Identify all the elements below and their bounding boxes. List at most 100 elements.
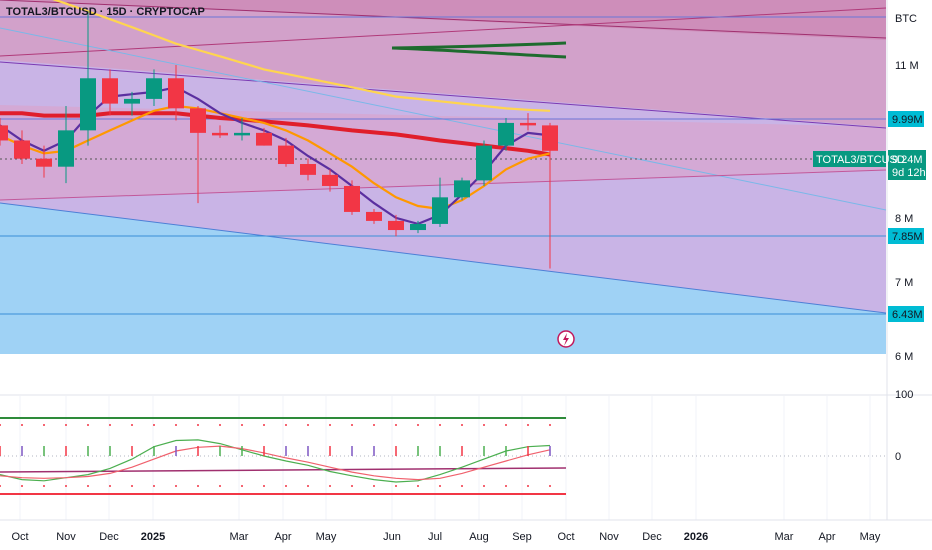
trendline-mid-purple: [0, 61, 887, 129]
candle: [520, 113, 536, 131]
level-tag-9-99m: 9.99M: [892, 114, 923, 126]
time-tick-label: Sep: [512, 531, 532, 543]
indicator-dot: [219, 424, 221, 426]
price-axis[interactable]: BTC 11 M 8 M 7 M 6 M 9.24M 9d 12h TOTAL3/BT…: [813, 0, 932, 550]
symbol-title: TOTAL3/BTCUSD · 15D · CRYPTOCAP: [6, 6, 205, 18]
trendline-top-magenta: [0, 0, 887, 39]
indicator-grid: [19, 396, 871, 520]
candle-body: [234, 132, 250, 136]
indicator-dot: [395, 424, 397, 426]
indicator-mid-line: [0, 467, 567, 473]
candle-body: [0, 125, 8, 141]
price-tick-label: 7 M: [895, 277, 913, 289]
event-marker[interactable]: [557, 330, 575, 348]
time-tick-label: Nov: [56, 531, 76, 543]
trendline-pink-lower: [0, 169, 887, 201]
indicator-pane[interactable]: 100 0: [0, 355, 932, 520]
price-tick-label: 11 M: [895, 60, 919, 72]
indicator-dot: [307, 485, 309, 487]
candle: [322, 169, 338, 192]
indicator-pane-bg: [0, 355, 886, 520]
candle: [542, 122, 558, 269]
level-tag-bg-1: [888, 111, 924, 127]
indicator-dot: [43, 424, 45, 426]
candle: [256, 127, 272, 146]
time-tick-label: May: [860, 531, 881, 543]
time-axis-bg: [0, 520, 932, 550]
indicator-line-green: [0, 439, 551, 483]
time-tick-label: 2026: [684, 531, 708, 543]
indicator-dot: [65, 424, 67, 426]
indicator-dot: [351, 485, 353, 487]
indicator-dot: [0, 485, 1, 487]
current-price-tag: 9.24M: [892, 154, 923, 166]
indicator-dot: [65, 485, 67, 487]
candle-body: [58, 130, 74, 167]
candle-body: [190, 108, 206, 133]
candle: [432, 177, 448, 227]
indicator-dot: [549, 424, 551, 426]
mid-pink-band: [0, 105, 886, 200]
time-tick-label: Jun: [383, 531, 401, 543]
time-axis[interactable]: Oct Nov Dec 2025 Mar Apr May Jun Jul Aug Sep Oct Nov…: [0, 519, 932, 550]
trendline-top-rising: [0, 7, 887, 57]
indicator-dot: [175, 424, 177, 426]
candle: [146, 69, 162, 106]
indicator-line-red: [0, 445, 551, 481]
time-tick-label: Dec: [642, 531, 662, 543]
time-tick-label: Jul: [428, 531, 442, 543]
main-pane[interactable]: [0, 0, 887, 354]
candle: [0, 118, 8, 146]
indicator-dot: [527, 424, 529, 426]
indicator-dot: [417, 424, 419, 426]
lightning-icon: [563, 333, 569, 346]
candle: [454, 177, 470, 201]
currency-label: BTC: [895, 13, 917, 25]
candle: [278, 137, 294, 167]
time-tick-label: 2025: [141, 531, 165, 543]
price-tag-bg: [888, 150, 926, 180]
level-tag-7-85m: 7.85M: [892, 231, 923, 243]
ma-line-yellow: [52, 0, 551, 112]
candle: [366, 208, 382, 224]
indicator-dot: [21, 485, 23, 487]
candle: [190, 105, 206, 204]
indicator-dot: [131, 424, 133, 426]
indicator-dot: [87, 485, 89, 487]
indicator-dot: [351, 424, 353, 426]
indicator-dot: [549, 485, 551, 487]
candle-body: [454, 180, 470, 198]
candle-body: [278, 145, 294, 165]
indicator-dot: [153, 485, 155, 487]
candle-body: [344, 185, 360, 212]
countdown-tag: 9d 12h: [892, 167, 926, 179]
candle-body: [256, 132, 272, 146]
indicator-dot: [505, 424, 507, 426]
candle-body: [410, 223, 426, 231]
indicator-dot: [417, 485, 419, 487]
indicator-dot: [109, 424, 111, 426]
level-tag-bg-3: [888, 306, 924, 322]
candle-body: [102, 78, 118, 104]
price-tick-label: 6 M: [895, 351, 913, 363]
symbol-tag-bg: [813, 151, 886, 167]
indicator-dot: [505, 485, 507, 487]
indicator-dot: [263, 424, 265, 426]
candle: [388, 214, 404, 237]
price-tick-label: 8 M: [895, 213, 913, 225]
indicator-dot: [263, 485, 265, 487]
ma-line-orange: [0, 104, 551, 211]
indicator-dot: [175, 485, 177, 487]
candle-body: [212, 132, 228, 136]
time-tick-label: Oct: [11, 531, 28, 543]
candle-body: [300, 164, 316, 175]
candle: [80, 11, 96, 146]
indicator-dot: [87, 424, 89, 426]
indicator-dot: [285, 485, 287, 487]
trendline-blue-lower: [0, 202, 887, 314]
indicator-dot: [21, 424, 23, 426]
indicator-dot: [395, 485, 397, 487]
time-tick-label: Apr: [274, 531, 291, 543]
candle: [212, 125, 228, 138]
